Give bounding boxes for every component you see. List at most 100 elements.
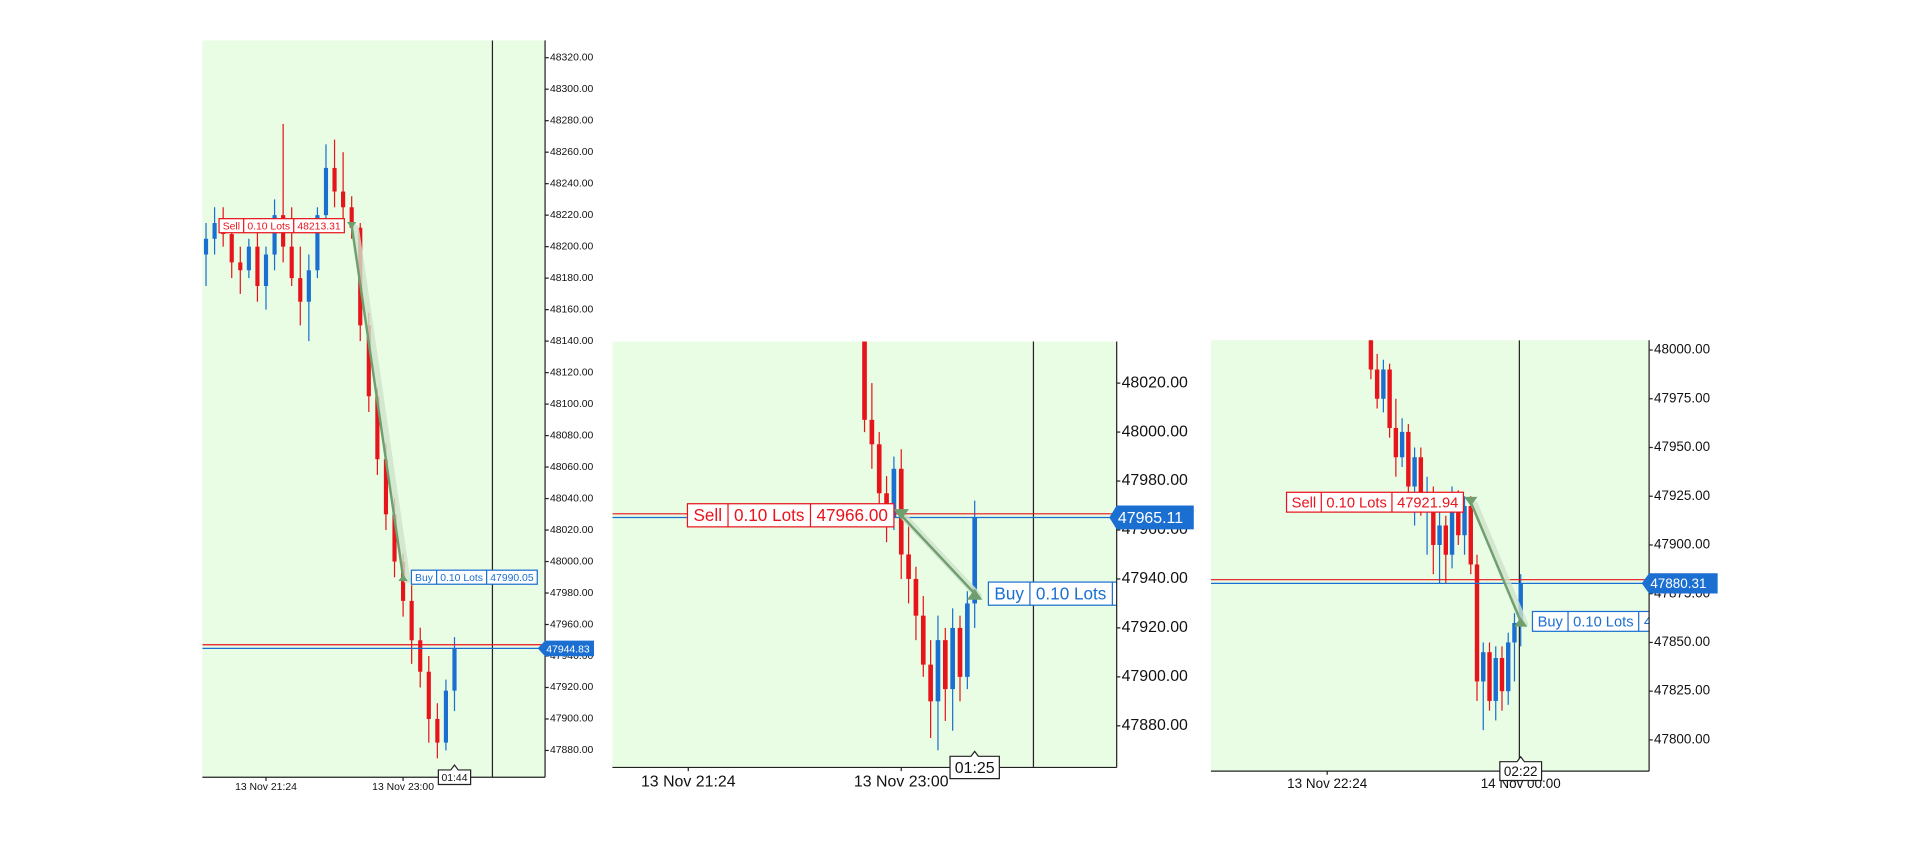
time-marker-box [1499, 755, 1543, 782]
y-tick-label: 48200.00 [550, 241, 594, 252]
trade-label-box [218, 218, 345, 234]
candle-body [1393, 427, 1399, 458]
candle-body [972, 517, 978, 604]
candle-body [366, 325, 371, 397]
candle-body [383, 459, 389, 515]
plot-background [202, 40, 546, 778]
y-tick-label: 48020.00 [550, 525, 594, 536]
y-tick-label: 48020.00 [1122, 374, 1188, 391]
y-tick-label: 47920.00 [550, 682, 594, 693]
price-tag: 47880.31 [1641, 573, 1718, 594]
candle-body [203, 238, 209, 255]
candle-body [349, 207, 354, 228]
trade-label-text: 0.10 Lots [734, 505, 804, 525]
candle-body [950, 627, 955, 690]
y-tick-label: 47920.00 [1122, 619, 1188, 636]
x-tick-label: 13 Nov 22:24 [1287, 776, 1368, 791]
candle-body [392, 514, 397, 562]
time-marker: 01:44 [441, 773, 467, 784]
candle-body [332, 167, 337, 192]
candle-body [1506, 642, 1511, 692]
y-tick-label: 48000.00 [1122, 423, 1188, 440]
price-tag-text: 47944.83 [546, 644, 590, 655]
y-tick-label: 48040.00 [550, 493, 594, 504]
candle-body [1418, 457, 1424, 506]
sell-marker [1464, 496, 1478, 507]
y-tick-label: 48100.00 [550, 399, 594, 410]
candle-body [906, 554, 911, 579]
trade-line [350, 225, 405, 578]
candle-body [452, 648, 457, 691]
candle-body [255, 246, 260, 287]
y-tick-label: 48260.00 [550, 147, 594, 158]
candle-body [1431, 496, 1436, 545]
trade-shadow [1470, 500, 1529, 628]
candle-body [935, 640, 941, 702]
candle-body [1437, 525, 1442, 545]
sell-marker [893, 509, 909, 520]
plot-area: Sell 0.10 Lots 47921.94 Buy 0.10 Lots 47860.8 [1210, 340, 1650, 772]
buy-marker [398, 574, 408, 581]
candle-body [1449, 496, 1455, 555]
trade-shadow [351, 224, 411, 584]
trade-label-text: 0.10 Lots [1036, 583, 1106, 603]
y-tick-label: 47900.00 [550, 714, 594, 725]
y-tick-label: 47800.00 [1654, 731, 1710, 746]
candle-body [1512, 622, 1517, 643]
candle-body [869, 419, 875, 445]
trade-label-text: Buy [1538, 614, 1564, 630]
trade-label-text: 0.10 Lots [440, 573, 483, 584]
trade-label: Buy 0.10 Lots 47860.8 [1531, 610, 1650, 632]
candle-body [1456, 496, 1461, 536]
trade-label: Buy 0.10 Lots 47990.05 [410, 569, 538, 585]
candle-body [289, 246, 294, 279]
y-tick-label: 48140.00 [550, 336, 594, 347]
candle-body [341, 191, 346, 208]
y-tick-label: 47980.00 [550, 588, 594, 599]
x-tick-label: 13 Nov 21:24 [641, 773, 736, 790]
y-tick-label: 47940.00 [550, 651, 594, 662]
candle-body [1462, 505, 1467, 536]
trade-label-text: 48213.31 [297, 222, 341, 233]
candle-body [1487, 652, 1492, 701]
trade-label: Sell 0.10 Lots 47921.94 [1285, 491, 1465, 513]
trade-label-text: Buy [994, 583, 1024, 603]
y-tick-label: 47940.00 [1122, 570, 1188, 587]
candle-body [1474, 564, 1480, 682]
candle-body [263, 254, 269, 287]
trade-label-text: Sell [223, 222, 240, 233]
candle-body [1481, 652, 1486, 682]
trade-label-text: Sell [693, 505, 722, 525]
trade-line [1469, 501, 1522, 622]
candle-body [928, 664, 933, 702]
candle-body [1374, 369, 1380, 399]
trade-label-text: 47966.00 [816, 505, 887, 525]
y-tick-label: 48000.00 [1654, 342, 1710, 357]
candle-body [212, 223, 217, 239]
time-marker: 01:25 [955, 760, 995, 777]
candle-body [323, 167, 329, 216]
candle-body [1412, 457, 1417, 487]
trade-label-text: 0.10 Lots [1573, 614, 1633, 630]
y-tick-label: 48240.00 [550, 178, 594, 189]
y-tick-label: 48280.00 [550, 115, 594, 126]
candle-body [1518, 583, 1523, 623]
trade-label: Sell 0.10 Lots 48213.31 [218, 218, 345, 234]
trade-label-text: Sell [1292, 495, 1316, 511]
candle-body [375, 396, 380, 460]
candle-body [920, 615, 926, 665]
y-tick-label: 47825.00 [1654, 683, 1710, 698]
plot-area: Sell 0.10 Lots 48213.31 Buy 0.10 Lots 47990.0… [202, 40, 546, 778]
candle-body [1399, 431, 1405, 458]
time-marker-box [437, 764, 472, 786]
y-tick-label: 48160.00 [550, 304, 594, 315]
y-tick-label: 47880.00 [1122, 717, 1188, 734]
price-tag-shape [537, 640, 595, 657]
y-tick-label: 48060.00 [550, 462, 594, 473]
trade-label-box [1285, 491, 1465, 513]
candle-body [426, 671, 431, 719]
price-tag-shape [1641, 573, 1718, 594]
